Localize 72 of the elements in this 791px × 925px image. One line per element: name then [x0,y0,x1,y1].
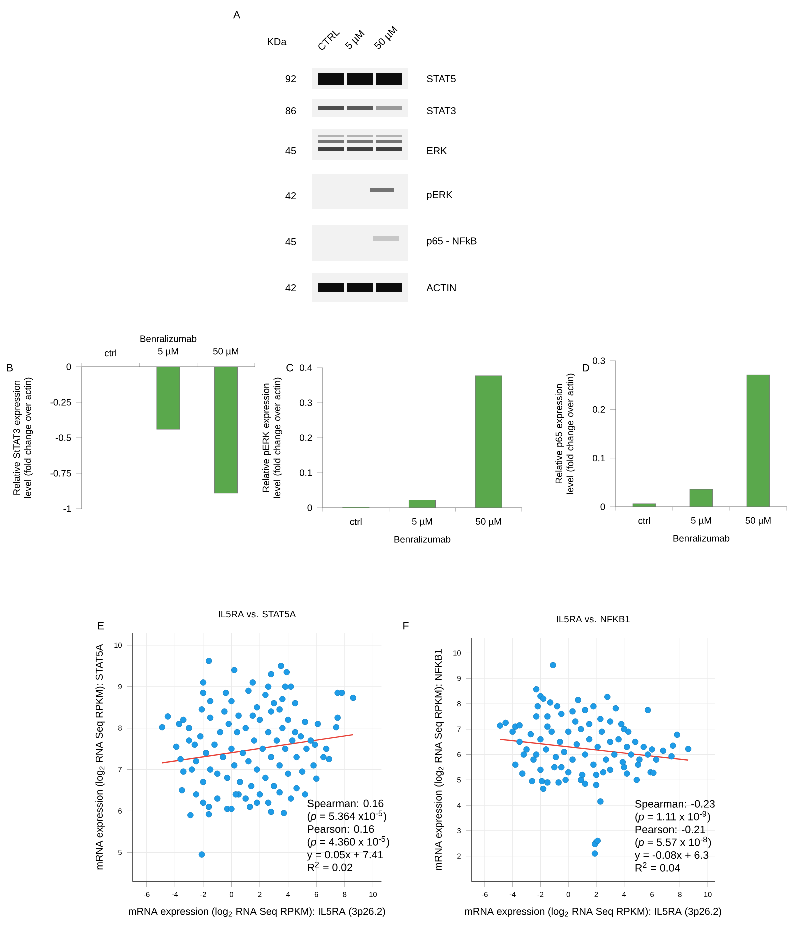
text: 86 [286,107,296,115]
bar [690,489,714,507]
bar [408,500,436,508]
text: p65 - NFkB [427,237,477,247]
y-tick-label: 0.3 [300,400,312,406]
annotation: R$^{2}$ = 0.04 [636,862,680,872]
x-tick-label: 5 µM [412,518,432,527]
annotation: (p = 4.360 x 10$^{-5}$) [308,836,390,848]
chart-title: IL5RA vs. NFKB1 [557,616,630,623]
text: E [98,622,104,630]
text: STAT3 [427,107,456,115]
y-tick-label: -0.5 [56,434,72,442]
text: ACTIN [426,284,456,292]
x-tick-label: 5 µM [158,348,178,357]
y-tick-label: 0.2 [592,406,606,413]
text: C [286,364,294,372]
y-axis-title: Relative pERK expression level (fold change over actin) [262,378,282,498]
text: 92 [286,75,296,83]
y-tick-label: 0.1 [300,470,312,476]
annotation: Spearman: -0.23 [635,800,715,810]
y-axis-title: Relative p65 expression level (fold change over actin) [556,374,576,494]
text: F [404,622,409,630]
text: STAT5 [427,75,456,83]
x-axis-title: mRNA expression (log$_{2}$ RNA Seq RPKM): IL5RA (3p26.2) [465,908,722,918]
x-axis-title: mRNA expression (log$_{2}$ RNA Seq RPKM): IL5RA (3p26.2) [129,908,386,918]
text: A [233,11,241,19]
x-tick-label: 50 µM [746,517,771,526]
text: 42 [286,284,296,292]
annotation: (p = 5.364 x10$^{-5}$) [308,810,386,822]
x-axis-title: Benralizumab [140,335,197,342]
x-tick-label: 5 µM [691,517,712,526]
text: 45 [286,238,296,246]
y-tick-label: 0.1 [592,455,606,462]
y-tick-label: 0 [66,364,72,370]
y-tick-label: 0.4 [300,364,312,372]
y-tick-label: -0.25 [50,399,72,406]
annotation: (p = 1.11 x 10$^{-9}$) [636,811,710,823]
text: 5 µM [345,30,365,50]
annotation: y = 0.05x + 7.41 [307,851,384,861]
x-axis-title: Benralizumab [394,536,451,543]
text: 42 [286,192,296,200]
text: ERK [428,148,448,154]
annotation: R$^{2}$ = 0.02 [308,862,352,872]
y-tick-label: -1 [64,506,72,512]
x-tick-label: ctrl [350,518,362,526]
y-axis-title: Relative StTAT3 expression level (fold change over actin) [13,378,34,498]
annotation: (p = 5.57 x 10$^{-8}$) [636,836,712,848]
y-axis-title: mRNA expression (log$_{2}$ RNA Seq RPKM): STAT5A [96,644,105,870]
bar [746,374,770,507]
text: 50 µM [374,26,398,50]
x-tick-label: 50 µM [476,518,502,527]
x-axis-title: Benralizumab [674,535,730,542]
text: B [7,364,13,372]
annotation: Pearson: -0.21 [636,826,706,834]
text: KDa [268,38,287,46]
x-tick-label: 50 µM [213,348,238,357]
bar [475,376,502,508]
y-tick-label: 0.3 [592,358,606,364]
x-tick-label: ctrl [638,517,650,524]
text: D [583,364,590,372]
annotation: y = -0.08x + 6.3 [634,852,709,862]
x-tick-label: ctrl [105,350,116,357]
y-tick-label: 0 [600,504,606,510]
y-tick-label: 0.2 [300,434,312,442]
annotation: Spearman: 0.16 [308,800,384,810]
text: 45 [286,148,296,154]
y-tick-label: 0 [308,504,312,512]
text: pERK [427,192,453,200]
annotation: Pearson: 0.16 [308,826,374,834]
chart-title: IL5RA vs. STAT5A [219,611,296,618]
y-axis-title: mRNA expression (log$_{2}$ RNA Seq RPKM): NFKB1 [434,649,444,870]
y-tick-label: -0.75 [50,470,72,477]
